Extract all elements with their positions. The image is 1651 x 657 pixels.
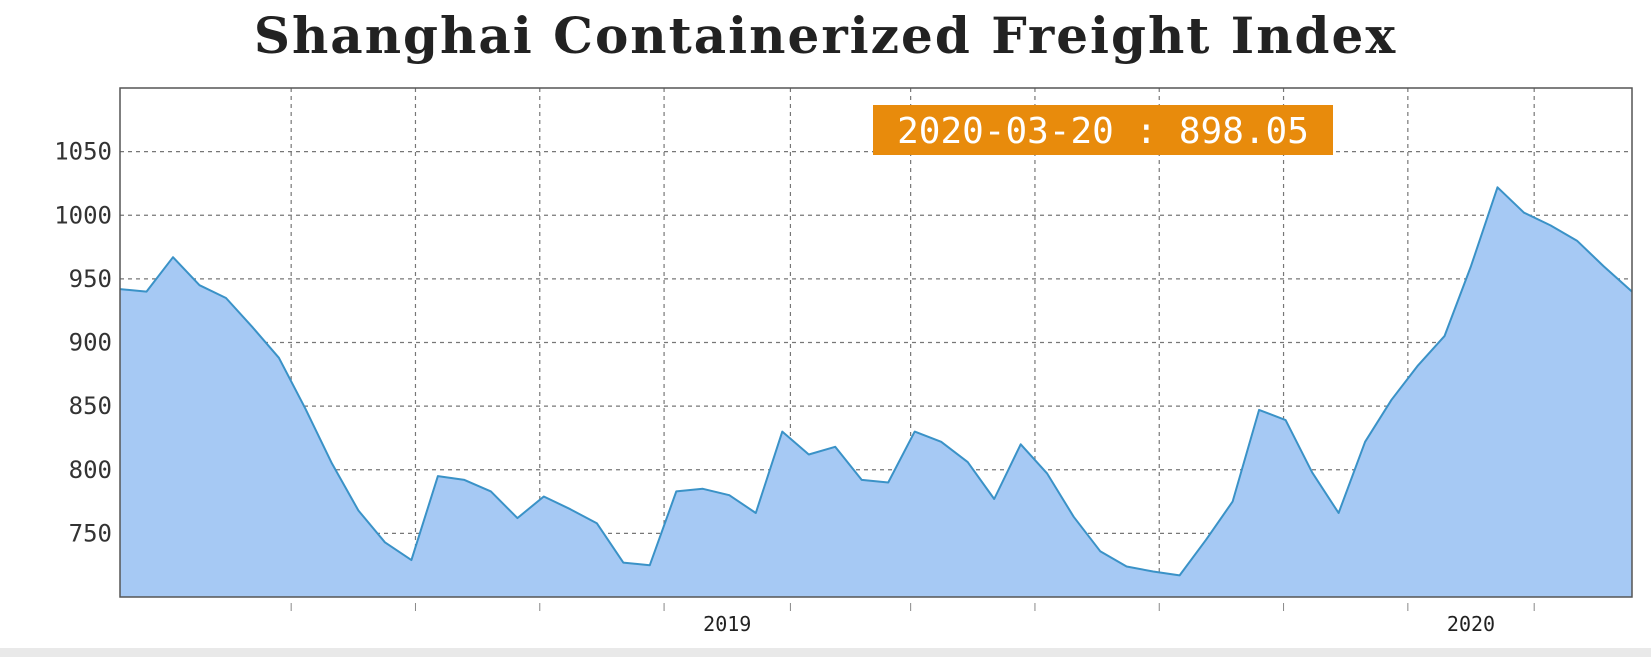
tooltip-background [873, 105, 1333, 155]
x-tick-label: 2020 [1447, 612, 1495, 636]
y-tick-label: 750 [69, 519, 112, 547]
y-tick-label: 1050 [54, 138, 112, 166]
bottom-scrollbar [0, 648, 1651, 657]
tooltip-label: 2020-03-20 : 898.05 [897, 111, 1309, 152]
y-tick-label: 900 [69, 329, 112, 357]
x-tick-label: 2019 [703, 612, 751, 636]
y-tick-label: 1000 [54, 201, 112, 229]
value-tooltip: 2020-03-20 : 898.05 [873, 105, 1333, 155]
y-tick-label: 950 [69, 265, 112, 293]
y-tick-label: 850 [69, 392, 112, 420]
y-tick-label: 800 [69, 456, 112, 484]
y-axis: 750 800 850 900 950 1000 1050 [54, 138, 112, 548]
chart-title: Shanghai Containerized Freight Index [253, 6, 1398, 65]
plot-frame [119, 87, 1633, 598]
area-fill [120, 187, 1632, 598]
series-line [119, 186, 1633, 577]
x-axis: 2019 2020 [290, 603, 1535, 636]
